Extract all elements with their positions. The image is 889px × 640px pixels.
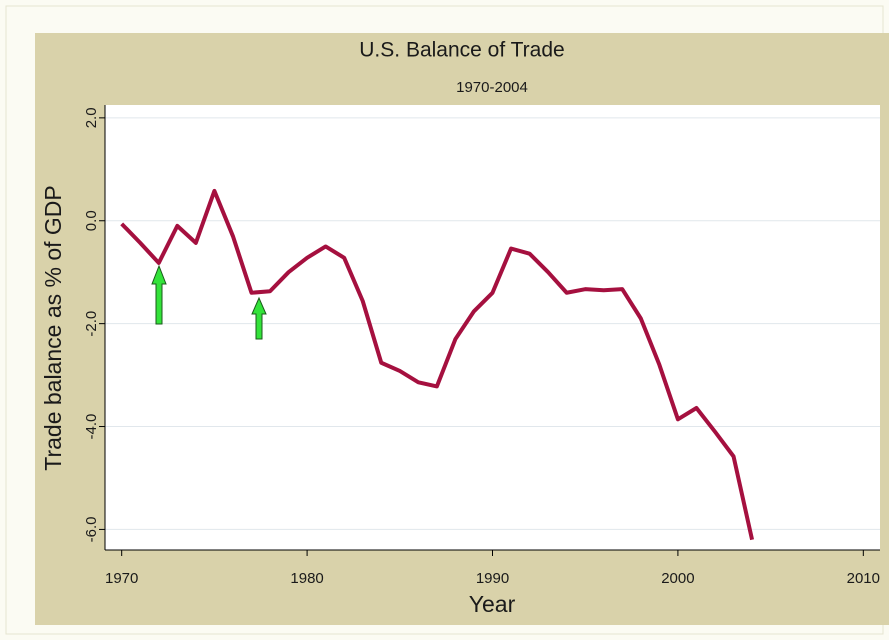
x-tick-label: 1980 <box>290 570 323 587</box>
y-tick-label: -6.0 <box>83 516 100 542</box>
chart-title: U.S. Balance of Trade <box>359 39 564 62</box>
annotation-arrow <box>251 296 267 340</box>
data-line <box>120 188 755 541</box>
x-tick-label: 2010 <box>847 570 880 587</box>
x-tick-label: 1970 <box>105 570 138 587</box>
y-tick-label: -2.0 <box>83 311 100 337</box>
x-tick-label: 2000 <box>661 570 694 587</box>
x-axis-label: Year <box>469 591 516 617</box>
y-tick-label: 2.0 <box>83 107 100 128</box>
y-axis-label: Trade balance as % of GDP <box>40 185 66 471</box>
y-tick-label: 0.0 <box>83 210 100 231</box>
y-tick-label: -4.0 <box>83 414 100 440</box>
plot-area <box>105 105 880 550</box>
x-tick-label: 1990 <box>476 570 509 587</box>
chart-subtitle: 1970-2004 <box>456 79 528 96</box>
annotation-arrow <box>151 264 167 325</box>
